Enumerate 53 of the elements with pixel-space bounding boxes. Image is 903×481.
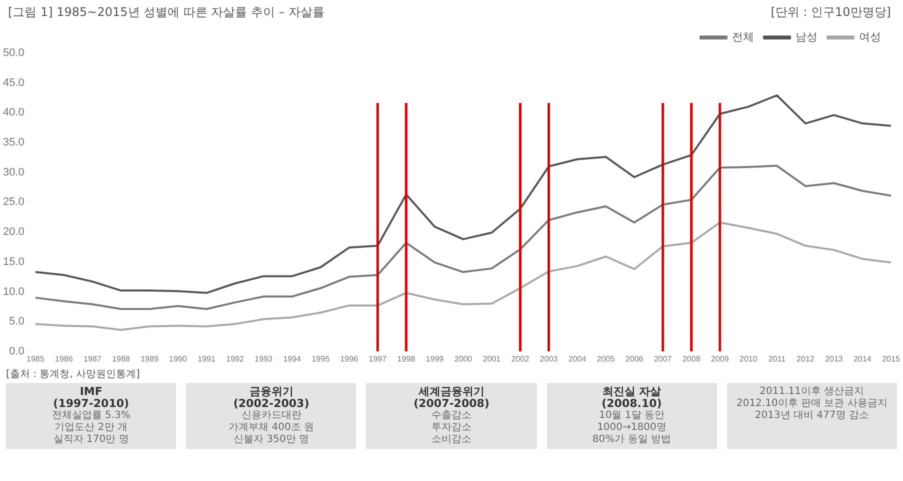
y-tick-label: 50.0 bbox=[2, 47, 24, 60]
y-tick-label: 45.0 bbox=[2, 76, 24, 89]
x-tick-label: 1996 bbox=[340, 354, 359, 364]
x-tick-label: 2005 bbox=[596, 354, 616, 364]
legend-label: 여성 bbox=[859, 30, 881, 44]
y-tick-label: 5.0 bbox=[9, 316, 24, 328]
x-tick-label: 2015 bbox=[882, 354, 900, 364]
text: 2011.11이후 생산금지 2012.10이후 판매 보관 사용금지 2013년 대비 477명 감소 bbox=[726, 383, 898, 449]
x-tick-label: 2003 bbox=[540, 354, 558, 364]
x-tick-label: 1988 bbox=[112, 354, 130, 364]
x-tick-label: 2010 bbox=[740, 354, 758, 364]
text: IMF (1997-2010) 전체실업률 5.3% 기업도산 2만 개 실직자 170만 명 bbox=[6, 383, 176, 449]
x-tick-label: 1995 bbox=[312, 354, 330, 364]
y-tick-label: 35.0 bbox=[2, 136, 24, 149]
x-tick-label: 1991 bbox=[198, 354, 216, 364]
x-tick-label: 2004 bbox=[568, 354, 587, 364]
x-tick-label: 1989 bbox=[140, 354, 159, 364]
legend-label: 남성 bbox=[796, 30, 818, 44]
x-tick-label: 2008 bbox=[682, 354, 701, 364]
y-tick-label: 25.0 bbox=[2, 196, 24, 208]
chart-title: [그림 1] 1985~2015년 성별에 따른 자살률 추이 – 자살률 bbox=[8, 4, 325, 21]
x-tick-label: 1998 bbox=[397, 354, 416, 364]
text: [출처 : 통계청, 사망원인통계] bbox=[5, 368, 141, 381]
y-tick-label: 0.0 bbox=[9, 345, 24, 358]
text: 금융위기 (2002-2003) 신용카드대란 가계부채 400조 원 신불자 350만 명 bbox=[186, 383, 356, 449]
legend-label: 전체 bbox=[732, 30, 754, 44]
x-tick-label: 2011 bbox=[768, 354, 786, 364]
y-tick-label: 30.0 bbox=[2, 166, 24, 178]
y-tick-label: 10.0 bbox=[2, 286, 24, 298]
y-tick-label: 40.0 bbox=[2, 106, 24, 119]
y-tick-label: 15.0 bbox=[2, 256, 24, 268]
x-tick-label: 2014 bbox=[854, 354, 872, 364]
x-tick-label: 1985 bbox=[26, 354, 45, 364]
x-tick-label: 1997 bbox=[368, 354, 388, 364]
x-tick-label: 1986 bbox=[55, 354, 74, 364]
x-tick-label: 2000 bbox=[454, 354, 473, 364]
x-tick-label: 1999 bbox=[426, 354, 444, 364]
x-tick-label: 2001 bbox=[482, 354, 502, 364]
x-tick-label: 2007 bbox=[654, 354, 672, 364]
x-tick-label: 1993 bbox=[254, 354, 274, 364]
text: 세계금융위기 (2007-2008) 수출감소 투자감소 소비감소 bbox=[366, 383, 537, 449]
text: 최진실 자살 (2008.10) 10월 1달 동안 1000→1800명 80%가 동일 방법 bbox=[546, 383, 717, 449]
x-tick-label: 1992 bbox=[226, 354, 244, 364]
x-tick-label: 1987 bbox=[84, 354, 102, 364]
x-tick-label: 1994 bbox=[283, 354, 302, 364]
x-tick-label: 2006 bbox=[625, 354, 644, 364]
x-tick-label: 2012 bbox=[796, 354, 815, 364]
x-tick-label: 2013 bbox=[825, 354, 844, 364]
y-tick-label: 20.0 bbox=[2, 226, 24, 238]
x-tick-label: 2009 bbox=[710, 354, 730, 364]
x-tick-label: 1990 bbox=[169, 354, 188, 364]
chart-subtitle: [단위 : 인구10만명당] bbox=[770, 4, 891, 21]
x-tick-label: 2002 bbox=[511, 354, 530, 364]
